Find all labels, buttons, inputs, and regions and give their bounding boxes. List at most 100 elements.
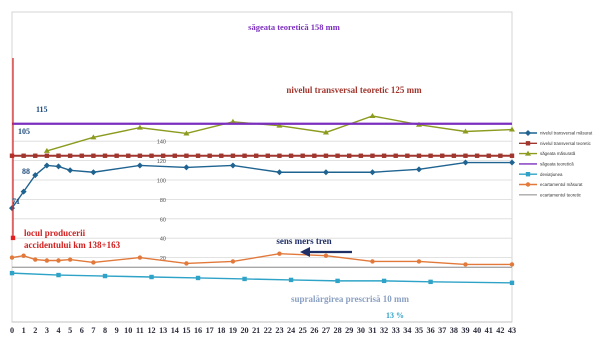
- legend-item: nivelul transversal măsurat: [519, 130, 593, 136]
- data-point: [312, 154, 316, 158]
- legend-item: nivelul transversal teoretic: [519, 141, 592, 146]
- data-point: [324, 154, 328, 158]
- x-tick-label: 9: [115, 326, 119, 335]
- data-point: [11, 236, 15, 240]
- series-line: [12, 163, 512, 209]
- data-point: [463, 262, 467, 266]
- data-point: [428, 154, 432, 158]
- annotation-locul-1: locul producerii: [24, 228, 86, 238]
- x-tick-label: 24: [287, 326, 295, 335]
- data-point: [196, 154, 200, 158]
- x-tick-label: 16: [194, 326, 202, 335]
- data-point: [138, 154, 142, 158]
- x-tick-label: 37: [438, 326, 446, 335]
- data-point: [526, 141, 530, 145]
- legend-item: săgeata teoretică: [519, 162, 574, 167]
- x-tick-label: 38: [450, 326, 458, 335]
- x-tick-label: 40: [473, 326, 481, 335]
- data-point: [369, 169, 375, 175]
- annotation-val-71: 71: [12, 197, 20, 206]
- series-line: [47, 116, 512, 151]
- data-point: [10, 255, 14, 259]
- x-tick-label: 27: [322, 326, 330, 335]
- data-point: [231, 154, 235, 158]
- data-point: [149, 275, 153, 279]
- series-5: [10, 252, 514, 267]
- data-point: [510, 281, 514, 285]
- data-point: [369, 113, 375, 118]
- data-point: [335, 279, 339, 283]
- data-point: [394, 154, 398, 158]
- data-point: [90, 169, 96, 175]
- annotation-val-105: 105: [18, 127, 30, 136]
- x-tick-label: 30: [357, 326, 365, 335]
- legend-item: ecartamentul teoretic: [519, 192, 582, 197]
- y-tick-label: 100: [157, 179, 166, 185]
- x-tick-label: 19: [229, 326, 237, 335]
- data-point: [126, 154, 130, 158]
- x-tick-label: 21: [252, 326, 260, 335]
- legend-label: săgeata teoretică: [540, 162, 574, 167]
- data-point: [440, 154, 444, 158]
- data-point: [231, 259, 235, 263]
- data-point: [196, 276, 200, 280]
- data-point: [45, 258, 49, 262]
- x-tick-label: 1: [22, 326, 26, 335]
- y-tick-label: 40: [160, 237, 166, 243]
- data-point: [300, 154, 304, 158]
- data-point: [21, 154, 25, 158]
- data-point: [277, 154, 281, 158]
- data-point: [91, 260, 95, 264]
- annotation-supralargire: supralărgirea prescrisă 10 mm: [291, 294, 409, 304]
- y-tick-label: 120: [157, 159, 166, 165]
- x-tick-label: 5: [68, 326, 72, 335]
- legend-label: ecartamentul măsurat: [540, 182, 583, 187]
- data-point: [324, 253, 328, 257]
- series-line: [12, 254, 512, 265]
- x-tick-label: 0: [10, 326, 14, 335]
- x-tick-label: 17: [206, 326, 214, 335]
- data-point: [184, 261, 188, 265]
- x-tick-label: 10: [124, 326, 132, 335]
- data-point: [80, 154, 84, 158]
- series-1: [10, 154, 514, 158]
- data-point: [242, 277, 246, 281]
- data-point: [219, 154, 223, 158]
- annotation-val-88: 88: [22, 167, 30, 176]
- legend-item: săgeata măsurată: [519, 151, 576, 157]
- data-point: [428, 280, 432, 284]
- y-tick-label: 60: [160, 217, 166, 223]
- data-point: [416, 166, 422, 172]
- legend-label: deviaţiunea: [540, 172, 563, 177]
- data-point: [56, 154, 60, 158]
- y-tick-label: 140: [157, 140, 166, 146]
- legend-label: săgeata măsurată: [540, 151, 576, 156]
- x-tick-label: 32: [380, 326, 388, 335]
- data-point: [207, 154, 211, 158]
- data-point: [417, 259, 421, 263]
- data-point: [335, 154, 339, 158]
- data-point: [183, 164, 189, 170]
- annotation-locul-2: accidentului km 138+163: [24, 240, 121, 250]
- x-tick-label: 6: [80, 326, 84, 335]
- x-tick-label: 26: [310, 326, 318, 335]
- x-tick-label: 41: [485, 326, 493, 335]
- data-point: [323, 169, 329, 175]
- legend: nivelul transversal măsurat nivelul trans…: [519, 130, 593, 197]
- x-tick-label: 33: [392, 326, 400, 335]
- data-point: [498, 154, 502, 158]
- data-point: [33, 154, 37, 158]
- data-point: [382, 154, 386, 158]
- data-point: [452, 154, 456, 158]
- data-point: [21, 253, 25, 257]
- data-point: [138, 255, 142, 259]
- x-tick-label: 25: [299, 326, 307, 335]
- x-tick-label: 3: [45, 326, 49, 335]
- data-point: [114, 154, 118, 158]
- legend-label: nivelul transversal teoretic: [540, 141, 592, 146]
- data-point: [68, 154, 72, 158]
- x-tick-label: 4: [56, 326, 60, 335]
- data-point: [242, 154, 246, 158]
- annotation-val-115: 115: [36, 105, 48, 114]
